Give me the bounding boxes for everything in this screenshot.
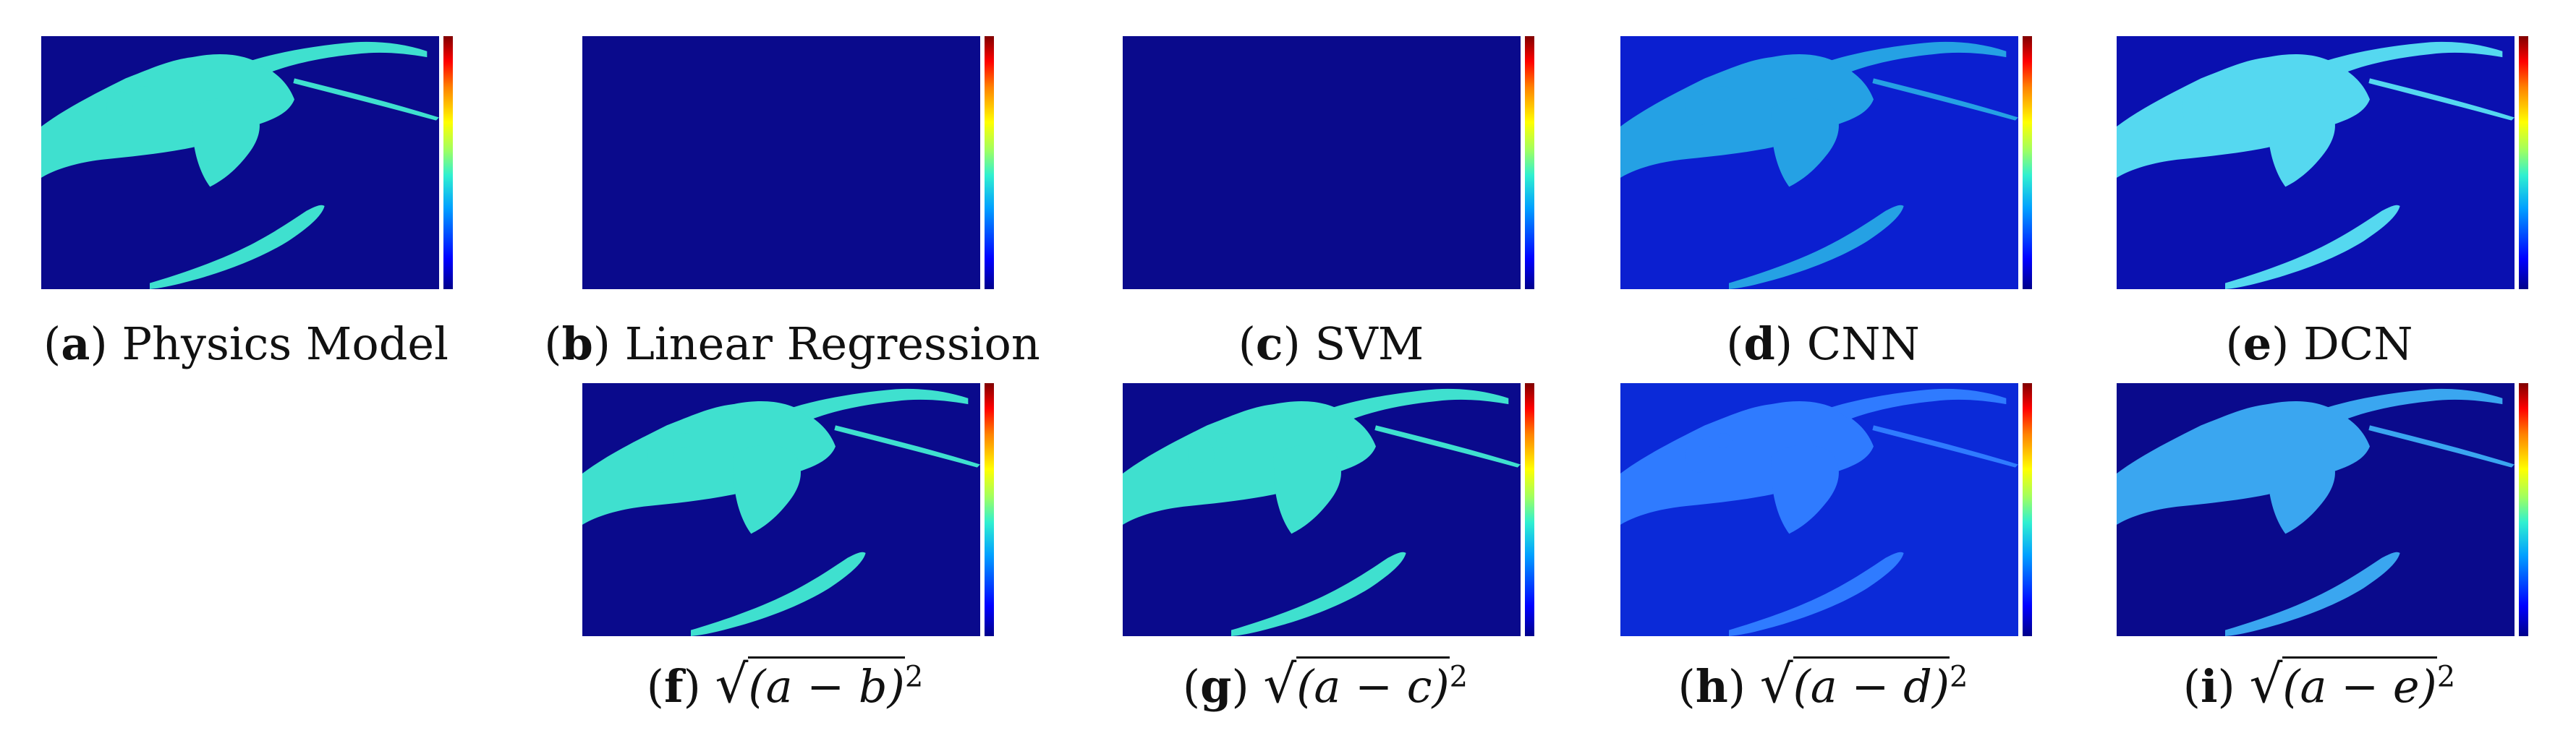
- colorbar-g: [1525, 383, 1534, 636]
- heatmap-b: [582, 36, 980, 289]
- caption-d: (d) CNN: [1726, 317, 1920, 370]
- colorbar-c: [1525, 36, 1534, 289]
- caption-b: (b) Linear Regression: [544, 317, 1040, 370]
- caption-e: (e) DCN: [2225, 317, 2413, 370]
- map-linear-regression: [582, 36, 980, 289]
- map-diff-a-c: [1123, 383, 1521, 636]
- colorbar-b: [985, 36, 994, 289]
- map-svm: [1123, 36, 1521, 289]
- caption-i: (i) √(a − e)2: [2182, 654, 2456, 714]
- colorbar-d: [2023, 36, 2032, 289]
- heatmap-f: [582, 383, 980, 636]
- heatmap-i: [2117, 383, 2515, 636]
- heatmap-d: [1620, 36, 2018, 289]
- map-cnn: [1620, 36, 2018, 289]
- map-dcn: [2117, 36, 2515, 289]
- colorbar-i: [2519, 383, 2528, 636]
- caption-f: (f) √(a − b)2: [646, 654, 924, 714]
- colorbar-e: [2519, 36, 2528, 289]
- map-diff-a-b: [582, 383, 980, 636]
- heatmap-h: [1620, 383, 2018, 636]
- caption-a: (a) Physics Model: [43, 317, 449, 370]
- colorbar-f: [985, 383, 994, 636]
- colorbar-h: [2023, 383, 2032, 636]
- heatmap-c: [1123, 36, 1521, 289]
- map-diff-a-d: [1620, 383, 2018, 636]
- caption-h: (h) √(a − d)2: [1678, 654, 1968, 714]
- heatmap-g: [1123, 383, 1521, 636]
- colorbar-a: [443, 36, 453, 289]
- heatmap-e: [2117, 36, 2515, 289]
- heatmap-a: [41, 36, 439, 289]
- caption-c: (c) SVM: [1238, 317, 1424, 370]
- map-physics-model: [41, 36, 439, 289]
- caption-g: (g) √(a − c)2: [1182, 654, 1468, 714]
- map-diff-a-e: [2117, 383, 2515, 636]
